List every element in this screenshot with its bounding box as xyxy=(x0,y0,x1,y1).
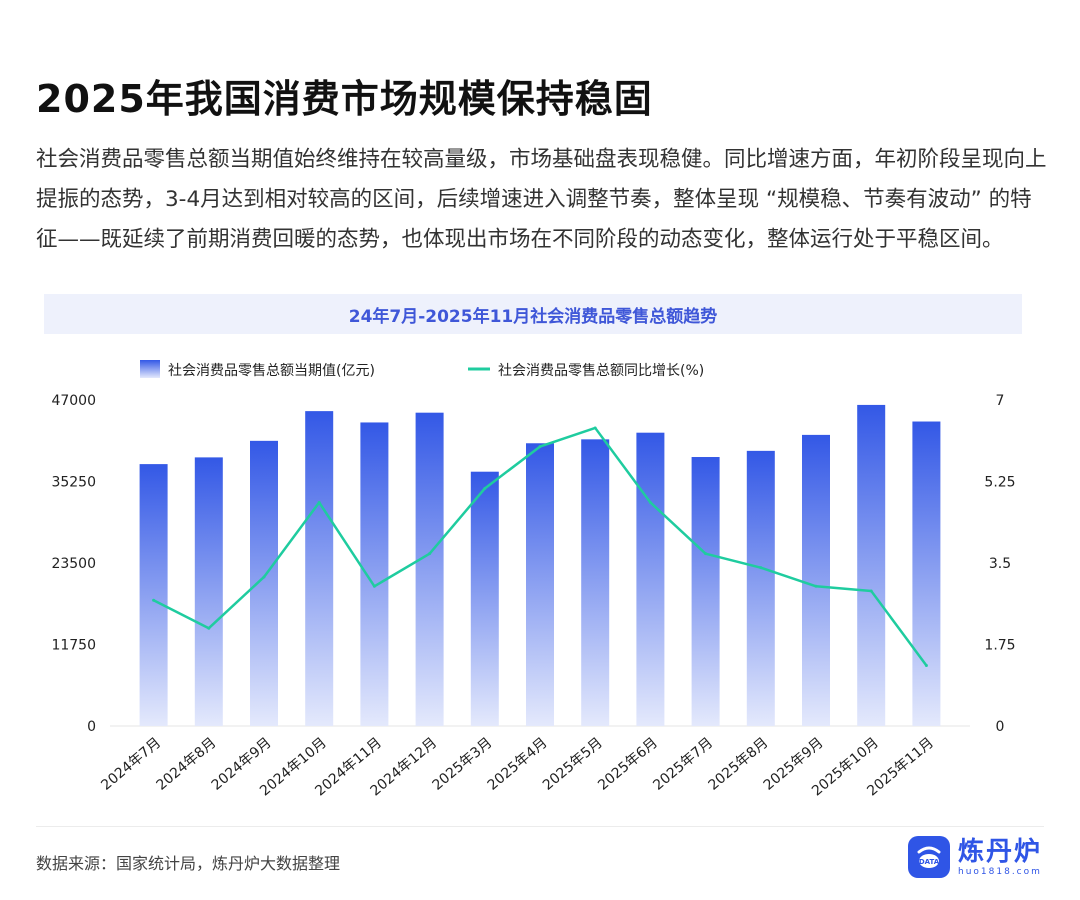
bar xyxy=(691,457,720,726)
intro-paragraph: 社会消费品零售总额当期值始终维持在较高量级，市场基础盘表现稳健。同比增速方面，年… xyxy=(36,147,1047,252)
y-left-tick-label: 0 xyxy=(87,719,96,735)
bar xyxy=(194,457,223,726)
bar xyxy=(415,412,444,726)
chart-title: 24年7月-2025年11月社会消费品零售总额趋势 xyxy=(348,306,718,327)
growth-point xyxy=(207,626,211,630)
y-right-tick-label: 1.75 xyxy=(984,638,1015,654)
bar xyxy=(470,471,499,726)
bar xyxy=(802,434,830,726)
x-tick-label: 2025年6月 xyxy=(595,735,661,794)
chart: 社会消费品零售总额当期值(亿元) 社会消费品零售总额同比增长(%) 0 11750 2… xyxy=(51,360,1016,799)
bar xyxy=(305,411,334,726)
y-right-tick-label: 7 xyxy=(996,393,1005,409)
y-left-tick-label: 35250 xyxy=(51,475,96,491)
growth-point xyxy=(428,552,432,556)
growth-point xyxy=(704,552,708,556)
x-tick-label: 2025年4月 xyxy=(485,735,551,794)
x-tick-label: 2024年8月 xyxy=(154,735,220,794)
growth-point xyxy=(869,589,873,593)
bar xyxy=(139,464,168,726)
growth-point xyxy=(648,500,652,504)
page-title: 2025年我国消费市场规模保持稳固 xyxy=(36,77,653,121)
growth-point xyxy=(317,500,321,504)
y-left-tick-label: 23500 xyxy=(51,556,96,572)
x-tick-label: 2025年3月 xyxy=(430,735,496,794)
growth-point xyxy=(924,663,928,667)
growth-point xyxy=(152,598,156,602)
growth-point xyxy=(593,426,597,430)
bar xyxy=(526,443,554,726)
data-source: 数据来源：国家统计局，炼丹炉大数据整理 xyxy=(36,854,341,873)
bar xyxy=(581,439,610,726)
x-tick-label: 2025年7月 xyxy=(650,735,716,794)
growth-point xyxy=(538,445,542,449)
bar xyxy=(636,432,665,726)
bar xyxy=(360,422,389,726)
growth-point xyxy=(262,575,266,579)
bar xyxy=(912,421,941,726)
chart-title-bar: 24年7月-2025年11月社会消费品零售总额趋势 xyxy=(44,294,1022,334)
y-right-tick-label: 3.5 xyxy=(989,556,1011,572)
footer-divider xyxy=(36,826,1044,827)
y-left-tick-label: 11750 xyxy=(51,638,96,654)
brand-name: 炼丹炉 xyxy=(958,837,1043,867)
x-tick-label: 2024年7月 xyxy=(98,735,164,794)
growth-point xyxy=(372,584,376,588)
y-left-tick-label: 47000 xyxy=(51,393,96,409)
x-tick-label: 2025年5月 xyxy=(540,735,606,794)
brand-logo-icon: DATA xyxy=(908,836,950,878)
bar xyxy=(250,440,278,726)
y-right-tick-label: 5.25 xyxy=(984,475,1015,491)
brand-url: huo1818.com xyxy=(958,867,1042,877)
y-right-tick-label: 0 xyxy=(996,719,1005,735)
legend-label-line: 社会消费品零售总额同比增长(%) xyxy=(498,363,704,379)
growth-point xyxy=(814,584,818,588)
growth-point xyxy=(759,566,763,570)
bar xyxy=(746,450,775,726)
bar xyxy=(857,404,886,726)
brand-logo-icon-text: DATA xyxy=(919,858,940,866)
growth-point xyxy=(483,486,487,490)
brand-logo: DATA 炼丹炉 huo1818.com xyxy=(908,836,1042,878)
x-tick-label: 2025年8月 xyxy=(706,735,772,794)
legend-bar-swatch xyxy=(140,360,160,378)
legend-label-bar: 社会消费品零售总额当期值(亿元) xyxy=(168,363,375,379)
